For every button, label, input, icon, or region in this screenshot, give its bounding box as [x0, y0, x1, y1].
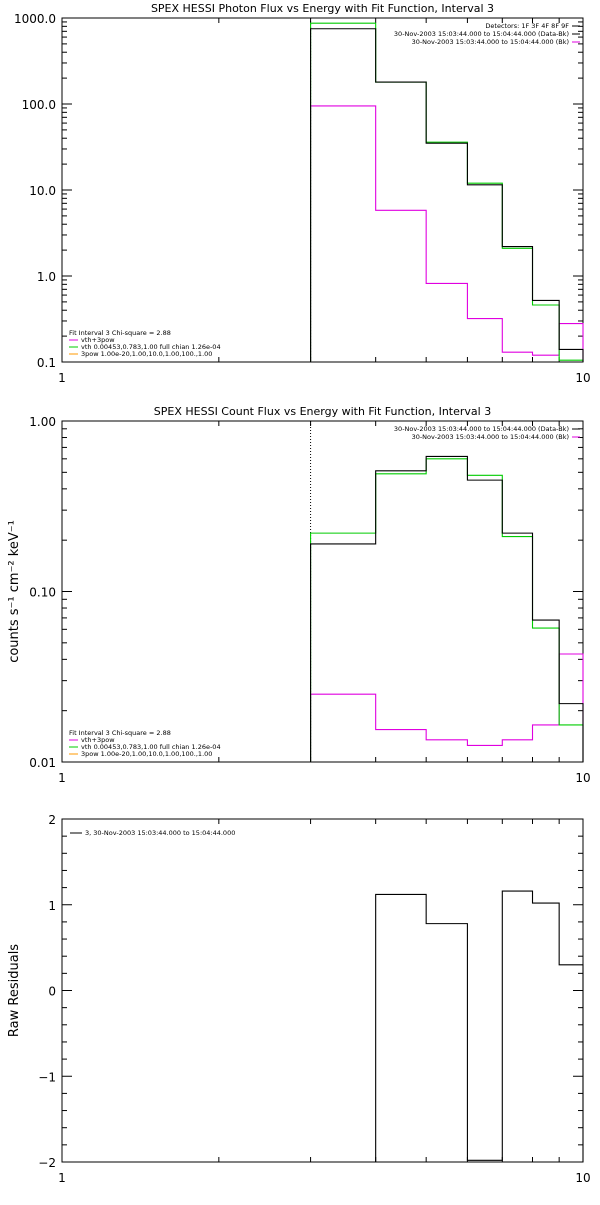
legend-text-2-0: 3, 30-Nov-2003 15:03:44.000 to 15:04:44.… [85, 829, 235, 837]
plot-frame-2 [61, 818, 584, 1163]
series-step-0-1 [310, 22, 584, 362]
y-tick-label-2-1: −1 [38, 1070, 56, 1084]
x-tick-label-1-0: 1 [58, 771, 66, 785]
chart-title-1: SPEX HESSI Count Flux vs Energy with Fit… [154, 405, 491, 418]
info-text-0-0: Detectors: 1F 3F 4F 8F 9F [485, 22, 569, 30]
legend-text-1-3: 3pow 1.00e-20,1.00,10.0,1.00,100.,1.00 [81, 750, 212, 758]
legend-text-0-2: vth 0.00453,0.783,1.00 full chian 1.26e-… [81, 343, 221, 351]
y-tick-label-0-4: 1000.0 [14, 12, 56, 26]
series-step-2-0 [310, 890, 584, 1163]
chart-title-0: SPEX HESSI Photon Flux vs Energy with Fi… [151, 2, 494, 15]
legend-text-1-2: vth 0.00453,0.783,1.00 full chian 1.26e-… [81, 743, 221, 751]
plot-frame-1 [61, 420, 584, 763]
series-step-1-0 [310, 653, 584, 762]
y-axis-label-2: Raw Residuals [7, 944, 22, 1037]
y-axis-label-1: counts s⁻¹ cm⁻² keV⁻¹ [7, 520, 22, 663]
y-tick-label-2-4: 2 [48, 813, 56, 827]
y-tick-label-2-0: −2 [38, 1156, 56, 1170]
x-tick-label-0-1: 10 [575, 371, 590, 385]
y-tick-label-2-2: 0 [48, 985, 56, 999]
series-step-0-2 [310, 28, 584, 362]
x-tick-label-2-1: 10 [575, 1171, 590, 1185]
legend-text-1-1: vth+3pow [81, 736, 115, 744]
x-tick-label-0-0: 1 [58, 371, 66, 385]
series-step-0-0 [310, 105, 584, 362]
y-tick-label-2-3: 1 [48, 899, 56, 913]
y-tick-label-1-1: 0.10 [29, 586, 56, 600]
x-tick-label-2-0: 1 [58, 1171, 66, 1185]
legend-text-0-0: Fit Interval 3 Chi-square = 2.88 [69, 329, 171, 337]
y-tick-label-0-3: 100.0 [22, 98, 56, 112]
y-tick-label-1-0: 0.01 [29, 756, 56, 770]
info-text-0-1: 30-Nov-2003 15:03:44.000 to 15:04:44.000… [394, 30, 569, 38]
y-tick-label-0-2: 10.0 [29, 184, 56, 198]
legend-text-0-3: 3pow 1.00e-20,1.00,10.0,1.00,100.,1.00 [81, 350, 212, 358]
y-tick-label-0-1: 1.0 [37, 270, 56, 284]
legend-text-1-0: Fit Interval 3 Chi-square = 2.88 [69, 729, 171, 737]
x-tick-label-1-1: 10 [575, 771, 590, 785]
y-tick-label-1-2: 1.00 [29, 415, 56, 429]
series-step-1-1 [310, 458, 584, 762]
info-text-0-2: 30-Nov-2003 15:03:44.000 to 15:04:44.000… [412, 38, 569, 46]
series-step-1-2 [310, 455, 584, 762]
info-text-1-0: 30-Nov-2003 15:03:44.000 to 15:04:44.000… [394, 425, 569, 433]
legend-text-0-1: vth+3pow [81, 336, 115, 344]
y-tick-label-0-0: 0.1 [37, 356, 56, 370]
plot-frame-0 [61, 17, 584, 363]
info-text-1-1: 30-Nov-2003 15:03:44.000 to 15:04:44.000… [412, 433, 569, 441]
